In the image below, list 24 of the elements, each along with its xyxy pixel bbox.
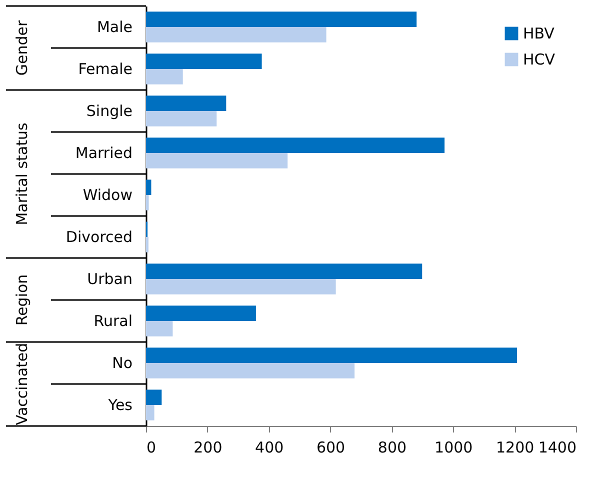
x-tick-label: 1000	[434, 438, 473, 456]
text: Region	[13, 274, 31, 326]
y-tick-label: Single	[86, 102, 132, 120]
y-tick-label: Male	[96, 18, 132, 36]
y-tick-label: No	[112, 354, 132, 372]
x-tick-label: 0	[146, 438, 156, 456]
legend-label: HCV	[523, 50, 556, 68]
text: Vaccinated	[13, 342, 31, 426]
x-tick-label: 600	[316, 438, 346, 456]
x-tick-label: 200	[194, 438, 222, 456]
text: Gender	[13, 20, 31, 76]
x-tick-label: 400	[255, 438, 284, 456]
y-tick-label: Female	[78, 60, 132, 78]
x-tick-label: 1200	[496, 438, 534, 456]
y-tick-label: Yes	[107, 396, 133, 414]
x-tick-label: 1400	[538, 438, 576, 456]
y-tick-label: Urban	[87, 270, 132, 288]
text: Marital status	[13, 122, 31, 226]
y-tick-label: Widow	[82, 186, 132, 204]
x-tick-label: 800	[378, 438, 407, 456]
y-tick-label: Married	[75, 144, 132, 162]
y-tick-label: Divorced	[66, 228, 132, 246]
legend-label: HBV	[523, 24, 556, 42]
y-tick-label: Rural	[94, 312, 132, 330]
